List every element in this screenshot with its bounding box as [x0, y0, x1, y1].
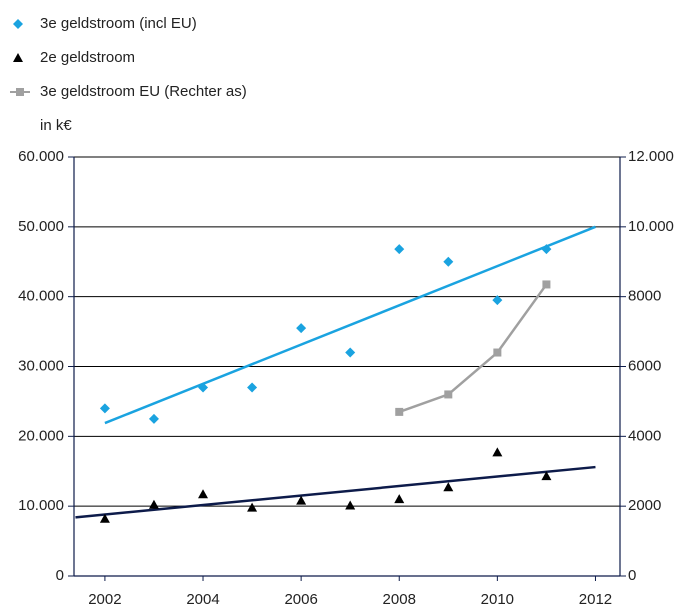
legend-label: 3e geldstroom EU (Rechter as) — [40, 83, 247, 100]
point — [394, 494, 405, 504]
x-tick-label: 2012 — [579, 591, 612, 608]
legend-label: 3e geldstroom (incl EU) — [40, 15, 197, 32]
y-tick-label: 40.000 — [18, 288, 64, 305]
point — [99, 403, 110, 414]
point — [443, 482, 454, 492]
x-tick-label: 2002 — [88, 591, 121, 608]
point — [394, 244, 405, 255]
legend-marker — [13, 19, 23, 29]
point — [148, 413, 159, 424]
y-tick-label: 60.000 — [18, 148, 64, 165]
series-line — [398, 283, 548, 414]
y2-tick-label: 12.000 — [628, 148, 674, 165]
point — [296, 495, 307, 505]
y2-tick-label: 0 — [628, 567, 636, 584]
point — [345, 500, 356, 510]
point — [395, 407, 404, 416]
point — [444, 390, 453, 399]
point — [296, 323, 307, 334]
point — [492, 447, 503, 457]
point — [443, 256, 454, 267]
y-tick-label: 10.000 — [18, 497, 64, 514]
x-tick-label: 2010 — [481, 591, 514, 608]
y-tick-label: 20.000 — [18, 427, 64, 444]
legend-marker — [16, 88, 24, 96]
point — [345, 347, 356, 358]
point — [492, 295, 503, 306]
unit-label: in k€ — [40, 117, 72, 134]
x-tick-label: 2006 — [284, 591, 317, 608]
y2-tick-label: 4000 — [628, 427, 661, 444]
y2-tick-label: 8000 — [628, 288, 661, 305]
point — [99, 513, 110, 523]
x-tick-label: 2008 — [383, 591, 416, 608]
point — [198, 489, 209, 499]
point — [148, 499, 159, 509]
point — [198, 382, 209, 393]
y-tick-label: 50.000 — [18, 218, 64, 235]
point — [247, 502, 258, 512]
point — [493, 348, 502, 357]
x-tick-label: 2004 — [186, 591, 219, 608]
legend-label: 2e geldstroom — [40, 49, 135, 66]
y2-tick-label: 10.000 — [628, 218, 674, 235]
y2-tick-label: 6000 — [628, 357, 661, 374]
trendline — [75, 465, 596, 519]
y-tick-label: 0 — [56, 567, 64, 584]
trendline — [104, 225, 596, 425]
legend-marker — [13, 53, 23, 62]
y2-tick-label: 2000 — [628, 497, 661, 514]
point — [541, 471, 552, 481]
y-tick-label: 30.000 — [18, 357, 64, 374]
point — [542, 280, 551, 289]
point — [247, 382, 258, 393]
point — [541, 244, 552, 255]
